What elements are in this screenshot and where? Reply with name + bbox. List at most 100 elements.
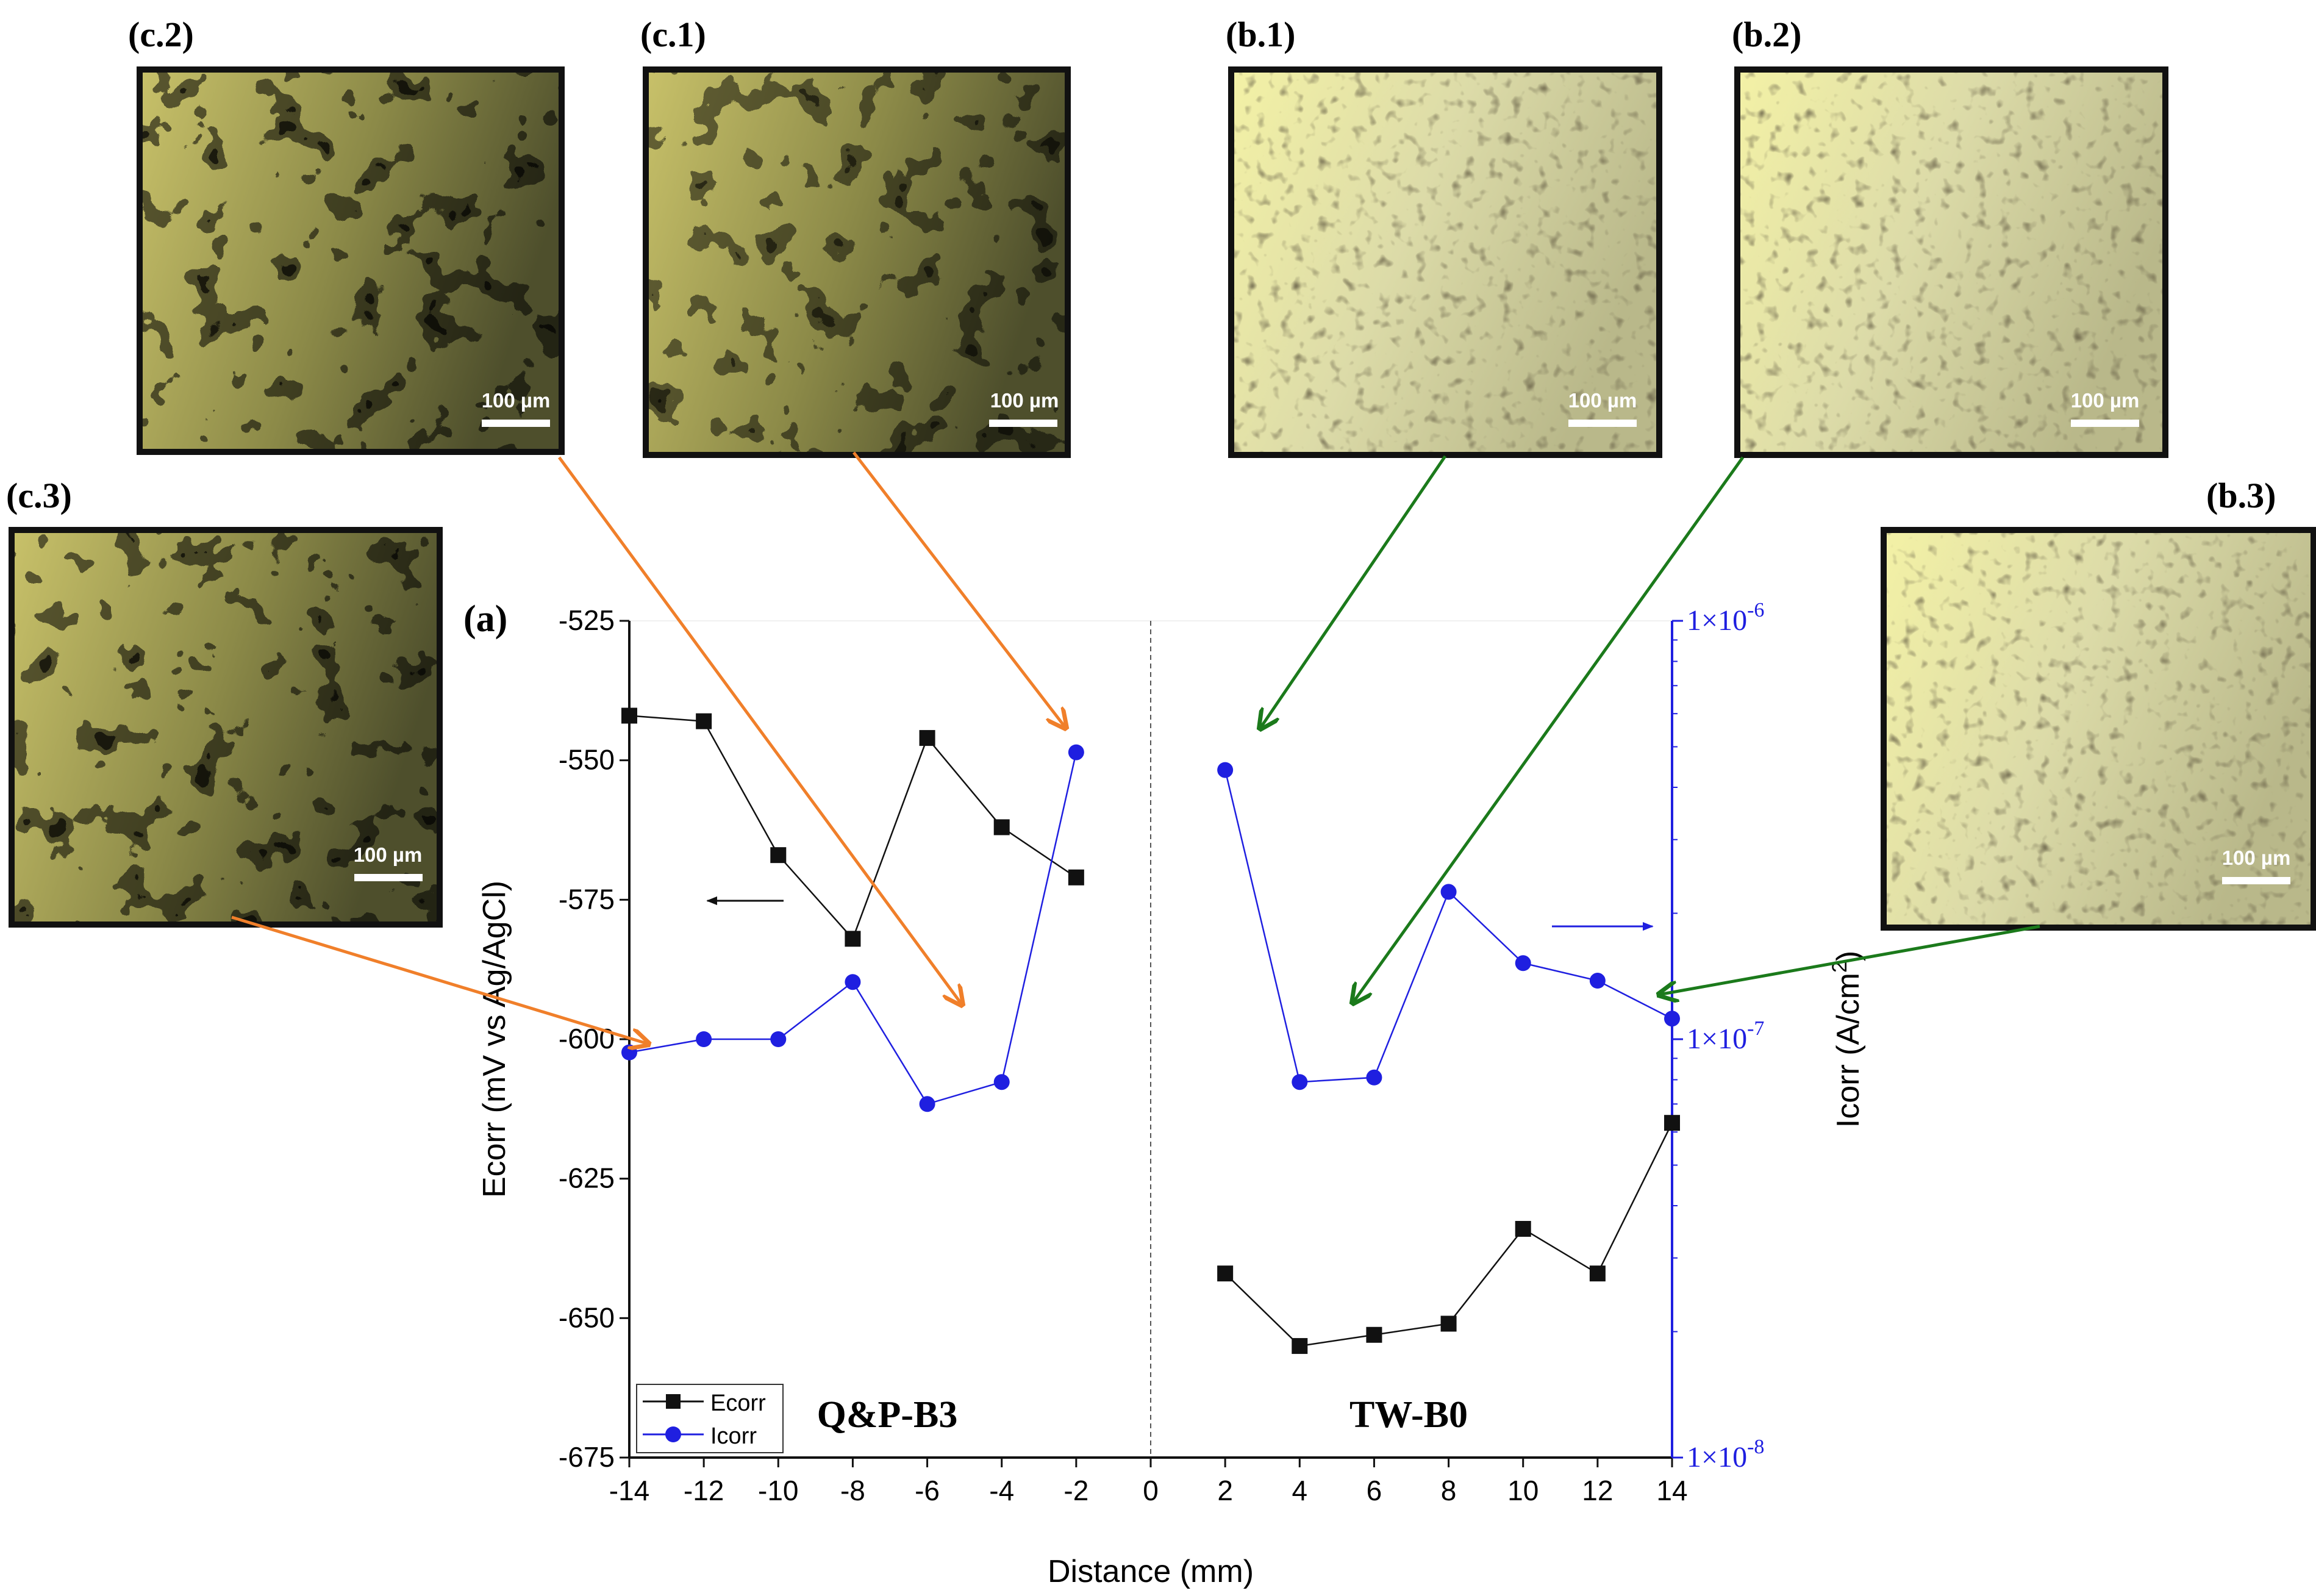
y-tick-label-right-base: 1×10 [1687,604,1747,637]
arrow-b3 [1659,925,2040,995]
micrograph-b2: (b.2) 100 µm [1732,15,2168,458]
legend-icorr-label: Icorr [710,1423,757,1449]
ecorr-point [1589,1265,1606,1282]
y-tick-label-right-exp: -6 [1747,599,1764,621]
icorr-point [621,1044,637,1061]
icorr-point [845,974,861,990]
scale-bar [2222,877,2290,884]
y-axis-title-left: Ecorr (mV vs Ag/AgCl) [477,881,512,1198]
ecorr-point [696,713,712,729]
y-axis-title-right-main: Icorr (A/cm [1831,973,1866,1128]
micrograph-texture [1229,67,1662,457]
icorr-point [770,1031,787,1047]
ecorr-point [919,730,935,746]
y-axis-title-right: Icorr (A/cm2) [1828,951,1866,1128]
ecorr-point [845,931,861,947]
arrow-c2 [557,456,962,1005]
series-layer [621,707,1680,1354]
y-tick-label-right: 1×10-7 [1687,1017,1764,1055]
ecorr-point [1217,1265,1234,1282]
x-tick-label: -12 [684,1475,724,1506]
micrograph-label: (b.2) [1732,15,1801,54]
scale-bar-label: 100 µm [2071,389,2140,412]
image-frame [1881,527,2316,931]
x-tick-label: 8 [1441,1475,1457,1506]
micrograph-label: (b.3) [2206,476,2276,515]
y-tick-label-left: -550 [559,744,615,776]
legend-ecorr-label: Ecorr [710,1390,766,1416]
micrograph-label: (c.3) [6,476,72,515]
micrograph-label: (c.1) [640,15,706,54]
ecorr-point [1292,1338,1308,1354]
micrograph-texture [643,67,1070,457]
icorr-point [1217,762,1234,778]
x-tick-label: 2 [1217,1475,1233,1506]
image-frame [1228,66,1662,458]
scale-bar-label: 100 µm [482,389,551,412]
x-tick-label: -2 [1063,1475,1088,1506]
ecorr-point [1366,1326,1382,1343]
y-tick-label-right: 1×10-8 [1687,1436,1764,1473]
micrograph-texture [9,528,442,927]
icorr-point [1068,744,1084,760]
x-tick-label: 12 [1582,1475,1613,1506]
ecorr-point [993,819,1010,836]
arrow-c3 [231,915,649,1044]
y-tick-label-right-base: 1×10 [1687,1441,1747,1473]
scale-bar-label: 100 µm [354,843,423,866]
arrow-c1 [852,451,1066,728]
micrograph-c2: (c.2) 100 µm [128,15,565,455]
arrow-b2 [1353,456,1745,1003]
icorr-point [1440,884,1457,900]
legend-icorr-marker [665,1426,681,1442]
ecorr-line [1224,1122,1673,1347]
scale-bar [1568,420,1637,427]
panel-label: (a) [463,598,507,640]
x-tick-label: 0 [1143,1475,1159,1506]
scale-bar-label: 100 µm [2222,846,2291,869]
icorr-point [1515,955,1531,972]
micrograph-b3: (b.3) 100 µm [1881,476,2316,931]
icorr-point [1292,1074,1308,1090]
legend-ecorr-marker [666,1394,681,1409]
legend-box [636,1384,784,1453]
icorr-point [993,1074,1010,1090]
scale-bar [482,420,550,427]
icorr-line [629,752,1078,1105]
y-ticks-right: 1×10-61×10-71×10-8 [1672,599,1764,1473]
image-frame [1734,66,2168,458]
scale-bar [2071,420,2139,427]
x-tick-label: -4 [989,1475,1014,1506]
x-ticks: -14 -12 -10 -8 -6 -4 -2 0 2 4 6 8 10 12 14 [609,1458,1688,1506]
y-tick-label-left: -650 [559,1301,615,1333]
x-tick-label: 6 [1367,1475,1382,1506]
scale-bar [989,420,1057,427]
region-label-qp-b3: Q&P-B3 [817,1394,958,1436]
micrograph-texture [137,67,564,454]
pointer-arrows [231,451,2040,1044]
x-axis-title: Distance (mm) [1048,1554,1254,1589]
y-tick-label-right-exp: -8 [1747,1436,1764,1458]
x-tick-label: 10 [1507,1475,1539,1506]
icorr-point [1589,973,1606,989]
y-tick-label-left: -525 [559,604,615,636]
ecorr-point [1440,1315,1457,1332]
ecorr-point [770,847,787,864]
micrograph-label: (b.1) [1226,15,1295,54]
arrow-b1 [1260,455,1447,729]
micrograph-c1: (c.1) 100 µm [640,15,1071,458]
x-tick-label: -6 [915,1475,940,1506]
y-tick-label-right: 1×10-6 [1687,599,1764,637]
x-tick-label: 14 [1656,1475,1687,1506]
ecorr-point [1664,1115,1680,1131]
micrograph-b1: (b.1) 100 µm [1226,15,1662,458]
micrograph-c3: (c.3) 100 µm [6,476,443,928]
y-tick-label-right-exp: -7 [1747,1017,1764,1040]
x-tick-label: -8 [840,1475,865,1506]
ecorr-point [1515,1220,1531,1237]
micrograph-label: (c.2) [128,15,194,54]
ecorr-point [1068,869,1084,886]
y-tick-label-left: -600 [559,1023,615,1054]
icorr-point [919,1096,935,1112]
